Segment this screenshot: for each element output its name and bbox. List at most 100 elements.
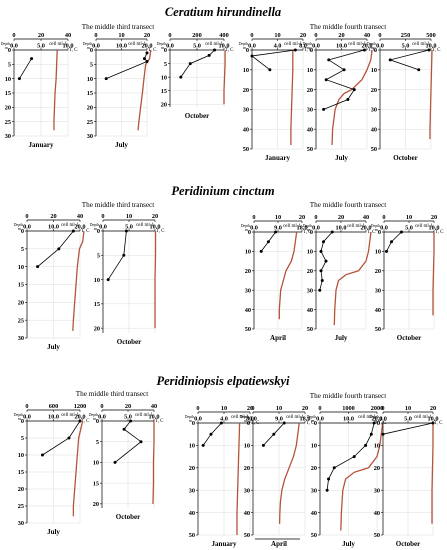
depth-tick-label: 30 <box>311 487 317 494</box>
temperature-tick-label: 0.0 <box>380 225 388 232</box>
depth-tick-label: 20 <box>5 105 11 112</box>
temperature-series-line <box>154 231 157 329</box>
depth-tick-label: 30 <box>189 487 195 494</box>
temperature-tick-label: 5.0 <box>124 414 132 421</box>
depth-tick-label: 30 <box>243 107 249 114</box>
cell-tick-label: 20 <box>144 32 150 39</box>
cell-tick-label: 40 <box>364 32 370 39</box>
cell-data-point <box>352 455 356 459</box>
cell-data-point <box>272 432 276 436</box>
temperature-unit-label: T, C <box>156 229 165 234</box>
cell-data-point <box>188 62 192 66</box>
temperature-tick-label: 10.0 <box>427 416 438 423</box>
temperature-tick-label: 0.0 <box>312 225 320 232</box>
depth-tick-label: 40 <box>371 126 377 133</box>
temperature-tick-label: 0.0 <box>379 416 387 423</box>
depth-unit-label: m <box>375 228 378 232</box>
cell-tick-label: 10 <box>126 213 132 220</box>
cell-tick-label: 1200 <box>74 403 87 410</box>
cell-tick-label: 20 <box>431 214 437 221</box>
depth-tick-label: 15 <box>93 480 99 487</box>
temperature-tick-label: 0.0 <box>316 416 324 423</box>
depth-tick-label: 50 <box>374 532 380 539</box>
cell-tick-label: 0 <box>381 405 384 412</box>
temperature-tick-label: 10.0 <box>218 43 229 50</box>
cell-data-point <box>213 48 217 52</box>
cell-unit-label: cell ml-1 <box>49 42 67 47</box>
depth-axis-label: Depth, <box>241 224 251 229</box>
depth-tick-label: 25 <box>5 119 11 126</box>
depth-tick-label: 10 <box>375 249 381 256</box>
depth-tick-label: 30 <box>5 133 11 140</box>
depth-tick-label: 15 <box>18 282 24 289</box>
temperature-unit-label: T, C <box>155 419 164 424</box>
cell-data-point <box>113 460 117 464</box>
depth-unit-label: m <box>93 417 96 421</box>
depth-tick-label: 25 <box>18 503 24 510</box>
cell-data-point <box>330 230 334 234</box>
cell-data-point <box>122 253 126 257</box>
cell-data-point <box>352 88 356 92</box>
depth-tick-label: 50 <box>243 146 249 153</box>
cell-tick-label: 40 <box>65 32 71 39</box>
temperature-tick-label: 20.0 <box>360 225 371 232</box>
cell-tick-label: 0 <box>168 32 171 39</box>
depth-unit-label: m <box>371 46 374 50</box>
cell-data-point <box>364 443 368 447</box>
temperature-tick-label: 5.0 <box>402 43 410 50</box>
transect-subtitle: The middle fourth transect <box>310 392 386 400</box>
temperature-tick-label: 20.0 <box>74 414 85 421</box>
cell-tick-label: 250 <box>401 32 410 39</box>
temperature-tick-label: 0.0 <box>376 43 384 50</box>
cell-series-line <box>388 49 430 71</box>
depth-tick-label: 15 <box>87 90 93 97</box>
cell-tick-label: 0 <box>314 32 317 39</box>
cell-data-point <box>261 443 265 447</box>
cell-series-line <box>106 52 148 80</box>
cell-unit-label: cell ml-1 <box>283 224 301 229</box>
cell-tick-label: 0 <box>196 405 199 412</box>
month-label: October <box>116 513 141 521</box>
cell-tick-label: 0 <box>101 213 104 220</box>
temperature-series-line <box>223 50 226 105</box>
cell-unit-label: cell ml-1 <box>414 415 432 420</box>
cell-data-point <box>342 68 346 72</box>
temperature-series-line <box>340 422 384 531</box>
cell-series-line <box>251 49 296 71</box>
temperature-tick-label: 20.0 <box>74 224 85 231</box>
cell-data-point <box>318 288 322 292</box>
month-label: July <box>47 528 60 536</box>
temperature-tick-label: 0.0 <box>92 43 100 50</box>
cell-data-point <box>71 229 75 233</box>
month-label: October <box>396 540 421 548</box>
temperature-tick-label: 10.0 <box>116 43 127 50</box>
depth-tick-label: 20 <box>94 325 100 332</box>
depth-tick-label: 20 <box>375 268 381 275</box>
depth-tick-label: 15 <box>94 301 100 308</box>
cell-tick-label: 10 <box>275 214 281 221</box>
temperature-tick-label: 10.0 <box>48 414 59 421</box>
month-label: July <box>342 540 355 548</box>
depth-tick-label: 0 <box>246 47 249 54</box>
cell-data-point <box>36 265 40 269</box>
depth-tick-label: 50 <box>245 326 251 333</box>
depth-unit-label: m <box>243 46 246 50</box>
cell-tick-label: 20 <box>125 403 131 410</box>
depth-profile-panel: 0 600 1200 cell ml-1 0.0 10.0 20.0T, C 0 5 10 15 20… <box>14 403 90 536</box>
temperature-unit-label: T, C <box>367 230 376 235</box>
temperature-series-line <box>152 421 155 504</box>
depth-tick-label: 50 <box>375 326 381 333</box>
cell-data-point <box>145 59 149 63</box>
depth-tick-label: 50 <box>311 532 317 539</box>
cell-data-point <box>67 436 71 440</box>
depth-axis-label: Depth, <box>239 42 249 47</box>
cell-series-line <box>19 58 32 79</box>
temperature-unit-label: T, C <box>148 48 157 53</box>
transect-subtitle: The middle fourth transect <box>310 23 386 31</box>
cell-data-point <box>179 75 183 79</box>
depth-axis-label: Depth, <box>371 224 381 229</box>
depth-tick-label: 30 <box>245 287 251 294</box>
